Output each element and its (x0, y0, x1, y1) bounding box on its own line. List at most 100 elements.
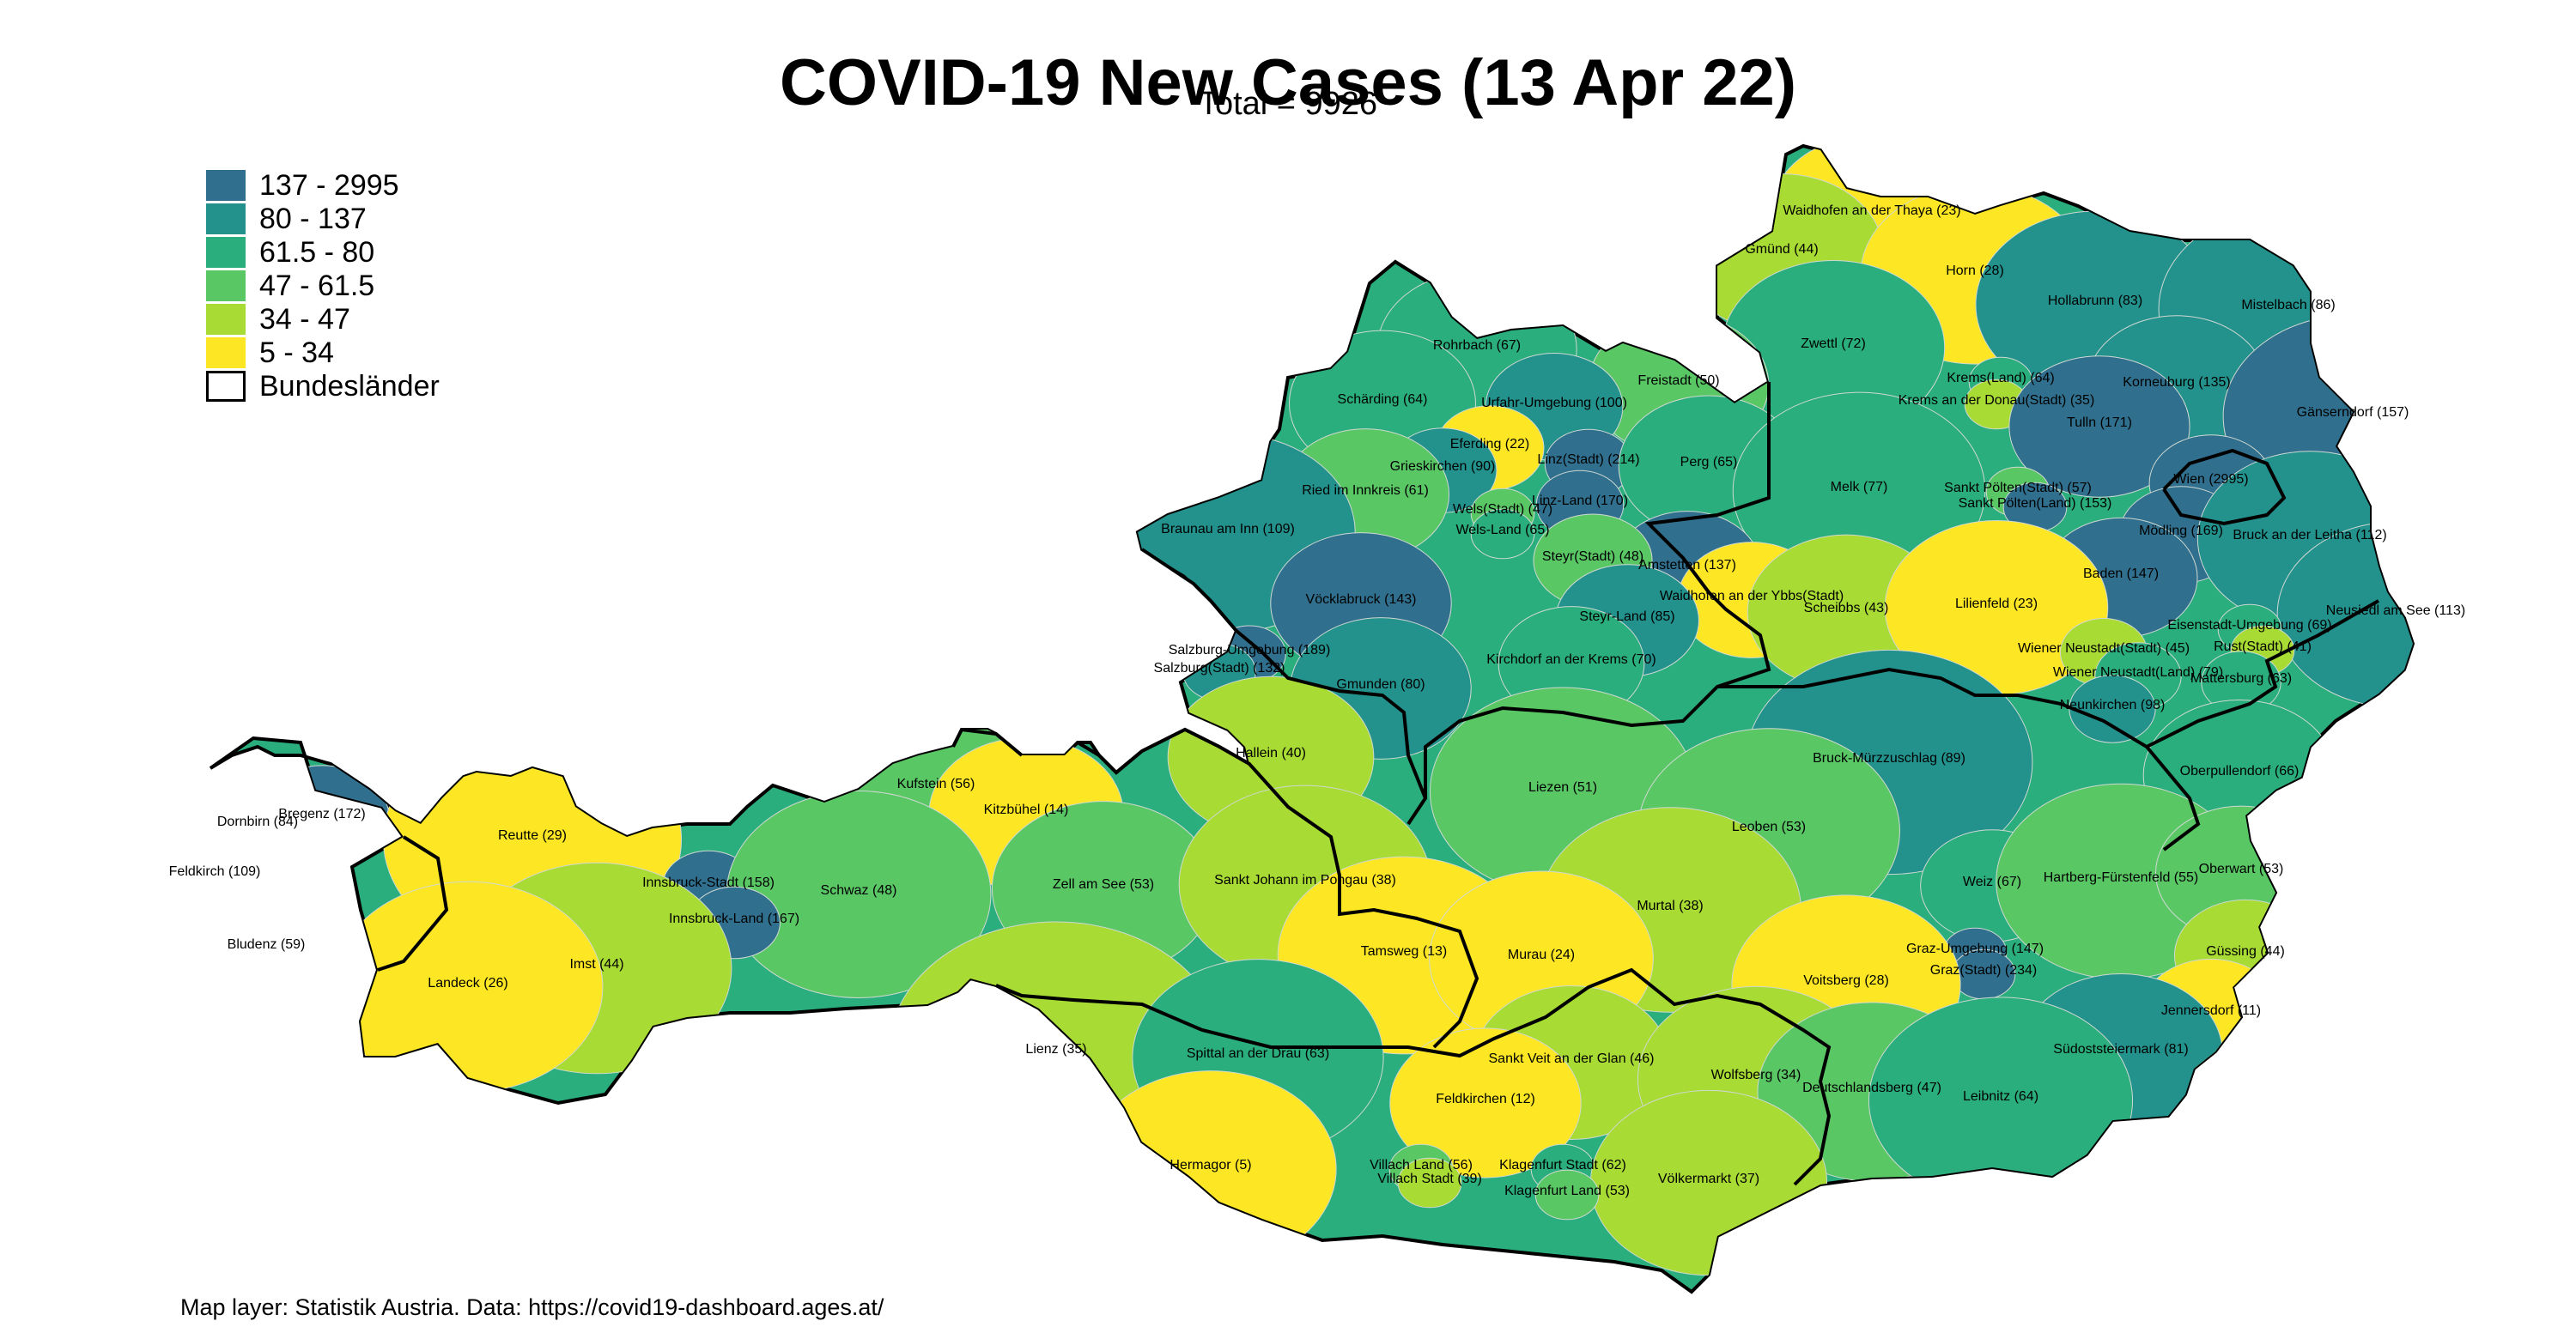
district-label: Korneuburg (135) (2123, 375, 2230, 390)
district-label: Weiz (67) (1963, 875, 2021, 889)
district-label: Ried im Innkreis (61) (1302, 483, 1429, 498)
bundesland-border (1076, 727, 1479, 1049)
district-label: Gmunden (80) (1336, 677, 1425, 692)
district-label: Hartberg-Fürstenfeld (55) (2044, 870, 2199, 885)
map-legend: 137 - 2995 80 - 137 61.5 - 80 47 - 61.5 34 -… (206, 168, 440, 403)
district-label: Reutte (29) (498, 828, 567, 843)
district-label: Perg (65) (1680, 455, 1738, 470)
district-label: Steyr-Land (85) (1579, 609, 1674, 624)
legend-swatch (206, 236, 246, 268)
map-subtitle: Total = 9926 (1198, 86, 1378, 122)
bundesland-border (2162, 448, 2287, 526)
map-title: COVID-19 New Cases (13 Apr 22) (779, 45, 1797, 119)
legend-item: 137 - 2995 (206, 168, 440, 202)
district-label: Bludenz (59) (228, 937, 306, 952)
legend-swatch (206, 169, 246, 201)
source-caption: Map layer: Statistik Austria. Data: http… (180, 1294, 884, 1320)
district-label: Wolfsberg (34) (1711, 1068, 1801, 1082)
district-label: Kirchdorf an der Krems (70) (1486, 652, 1656, 667)
district-label: Südoststeiermark (81) (2053, 1042, 2188, 1057)
legend-item: 5 - 34 (206, 336, 440, 369)
legend-item: 34 - 47 (206, 302, 440, 336)
legend-label: 47 - 61.5 (259, 269, 375, 302)
legend-item: 47 - 61.5 (206, 269, 440, 302)
district-label: Grieskirchen (90) (1390, 459, 1496, 474)
bundesland-borders (377, 382, 2379, 1186)
district-region (1470, 508, 1535, 560)
district-label: Bruck-Mürzzuschlag (89) (1813, 751, 1965, 766)
district-label: Tulln (171) (2067, 415, 2132, 430)
district-label: Braunau am Inn (109) (1161, 522, 1295, 536)
district-label: Murtal (38) (1637, 899, 1703, 913)
district-label: Freistadt (50) (1637, 373, 1719, 388)
legend-label: 34 - 47 (259, 302, 350, 336)
district-label: Landeck (26) (428, 976, 507, 991)
district-label: Steyr(Stadt) (48) (1542, 549, 1643, 564)
district-label: Hallein (40) (1236, 746, 1306, 760)
legend-item: Bundesländer (206, 369, 440, 403)
district-label: Wels(Stadt) (47) (1453, 502, 1552, 517)
district-label: Neusiedl am See (113) (2326, 603, 2465, 618)
legend-swatch (206, 336, 246, 368)
legend-swatch (206, 303, 246, 335)
district-label: Sankt Pölten(Stadt) (57) (1944, 481, 2092, 495)
district-label: Imst (44) (569, 957, 623, 972)
district-label: Feldkirchen (12) (1436, 1092, 1535, 1106)
district-labels: Waidhofen an der Thaya (23) Gmünd (44) Hor… (169, 203, 2466, 1198)
district-label: Urfahr-Umgebung (100) (1481, 396, 1627, 410)
district-label: Liezen (51) (1528, 780, 1597, 795)
district-label: Mödling (169) (2139, 524, 2223, 538)
district-label: Sankt Johann im Pongau (38) (1214, 873, 1396, 888)
district-label: Amstetten (137) (1638, 558, 1736, 573)
district-label: Hermagor (5) (1170, 1158, 1251, 1172)
district-label: Hollabrunn (83) (2048, 294, 2142, 308)
legend-swatch (206, 203, 246, 234)
district-label: Oberwart (53) (2199, 862, 2284, 876)
district-label: Scheibbs (43) (1804, 601, 1889, 615)
legend-label: 61.5 - 80 (259, 235, 375, 269)
district-label: Sankt Pölten(Land) (153) (1959, 496, 2112, 511)
district-label: Wels-Land (65) (1455, 523, 1549, 537)
district-label: Jennersdorf (11) (2161, 1003, 2261, 1018)
district-label: Linz-Land (170) (1532, 494, 1628, 508)
district-label: Gmünd (44) (1745, 242, 1818, 257)
legend-label: Bundesländer (259, 369, 440, 403)
district-label: Wiener Neustadt(Stadt) (45) (2018, 641, 2190, 656)
district-label: Sankt Veit an der Glan (46) (1489, 1051, 1655, 1066)
district-label: Wiener Neustadt(Land) (79) (2053, 665, 2223, 680)
district-label: Dornbirn (84) (217, 815, 298, 829)
district-label: Voitsberg (28) (1803, 973, 1889, 988)
district-label: Deutschlandsberg (47) (1802, 1081, 1941, 1095)
district-label: Vöcklabruck (143) (1306, 592, 1417, 607)
district-label: Waidhofen an der Ybbs(Stadt) (1660, 589, 1844, 603)
district-label: Bregenz (172) (278, 807, 365, 821)
district-label: Leibnitz (64) (1963, 1089, 2038, 1104)
district-label: Eferding (22) (1450, 437, 1530, 451)
district-label: Kufstein (56) (897, 777, 975, 791)
district-label: Bruck an der Leitha (112) (2233, 528, 2386, 542)
district-label: Eisenstadt-Umgebung (69) (2167, 618, 2331, 633)
district-region (1389, 1027, 1582, 1179)
district-label: Salzburg(Stadt) (132) (1154, 661, 1285, 676)
legend-swatch (206, 370, 246, 402)
district-label: Mistelbach (86) (2241, 298, 2335, 312)
legend-label: 80 - 137 (259, 202, 367, 235)
bundesland-border (1717, 667, 2201, 851)
bundesland-border (377, 835, 449, 972)
legend-label: 137 - 2995 (259, 168, 399, 202)
district-region (1397, 1157, 1462, 1209)
district-label: Waidhofen an der Thaya (23) (1783, 203, 1960, 218)
district-label: Güssing (44) (2206, 944, 2285, 959)
district-label: Lienz (35) (1025, 1042, 1086, 1057)
district-label: Salzburg-Umgebung (189) (1169, 643, 1331, 657)
legend-swatch (206, 270, 246, 301)
district-label: Leoben (53) (1732, 820, 1806, 834)
district-label: Linz(Stadt) (214) (1537, 452, 1639, 467)
bundesland-border (2146, 599, 2379, 748)
district-region (1534, 1169, 1600, 1221)
district-label: Melk (77) (1831, 480, 1888, 494)
district-label: Schwaz (48) (821, 883, 897, 898)
district-label: Krems(Land) (64) (1947, 371, 2054, 385)
district-label: Horn (28) (1946, 264, 2004, 278)
